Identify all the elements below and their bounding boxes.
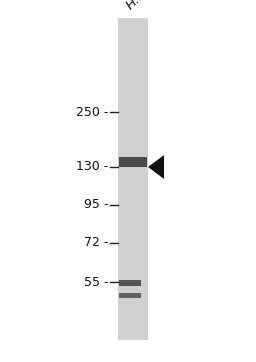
Bar bbox=[119, 280, 141, 286]
Text: 55 -: 55 - bbox=[83, 275, 108, 289]
Bar bbox=[119, 157, 147, 167]
Text: H.liver: H.liver bbox=[124, 0, 163, 12]
Bar bbox=[119, 293, 141, 298]
Text: 130 -: 130 - bbox=[76, 160, 108, 173]
Polygon shape bbox=[148, 155, 164, 179]
Text: 95 -: 95 - bbox=[84, 198, 108, 211]
Text: 72 -: 72 - bbox=[84, 236, 108, 249]
Text: 250 -: 250 - bbox=[76, 105, 108, 118]
Bar bbox=[118, 18, 148, 340]
